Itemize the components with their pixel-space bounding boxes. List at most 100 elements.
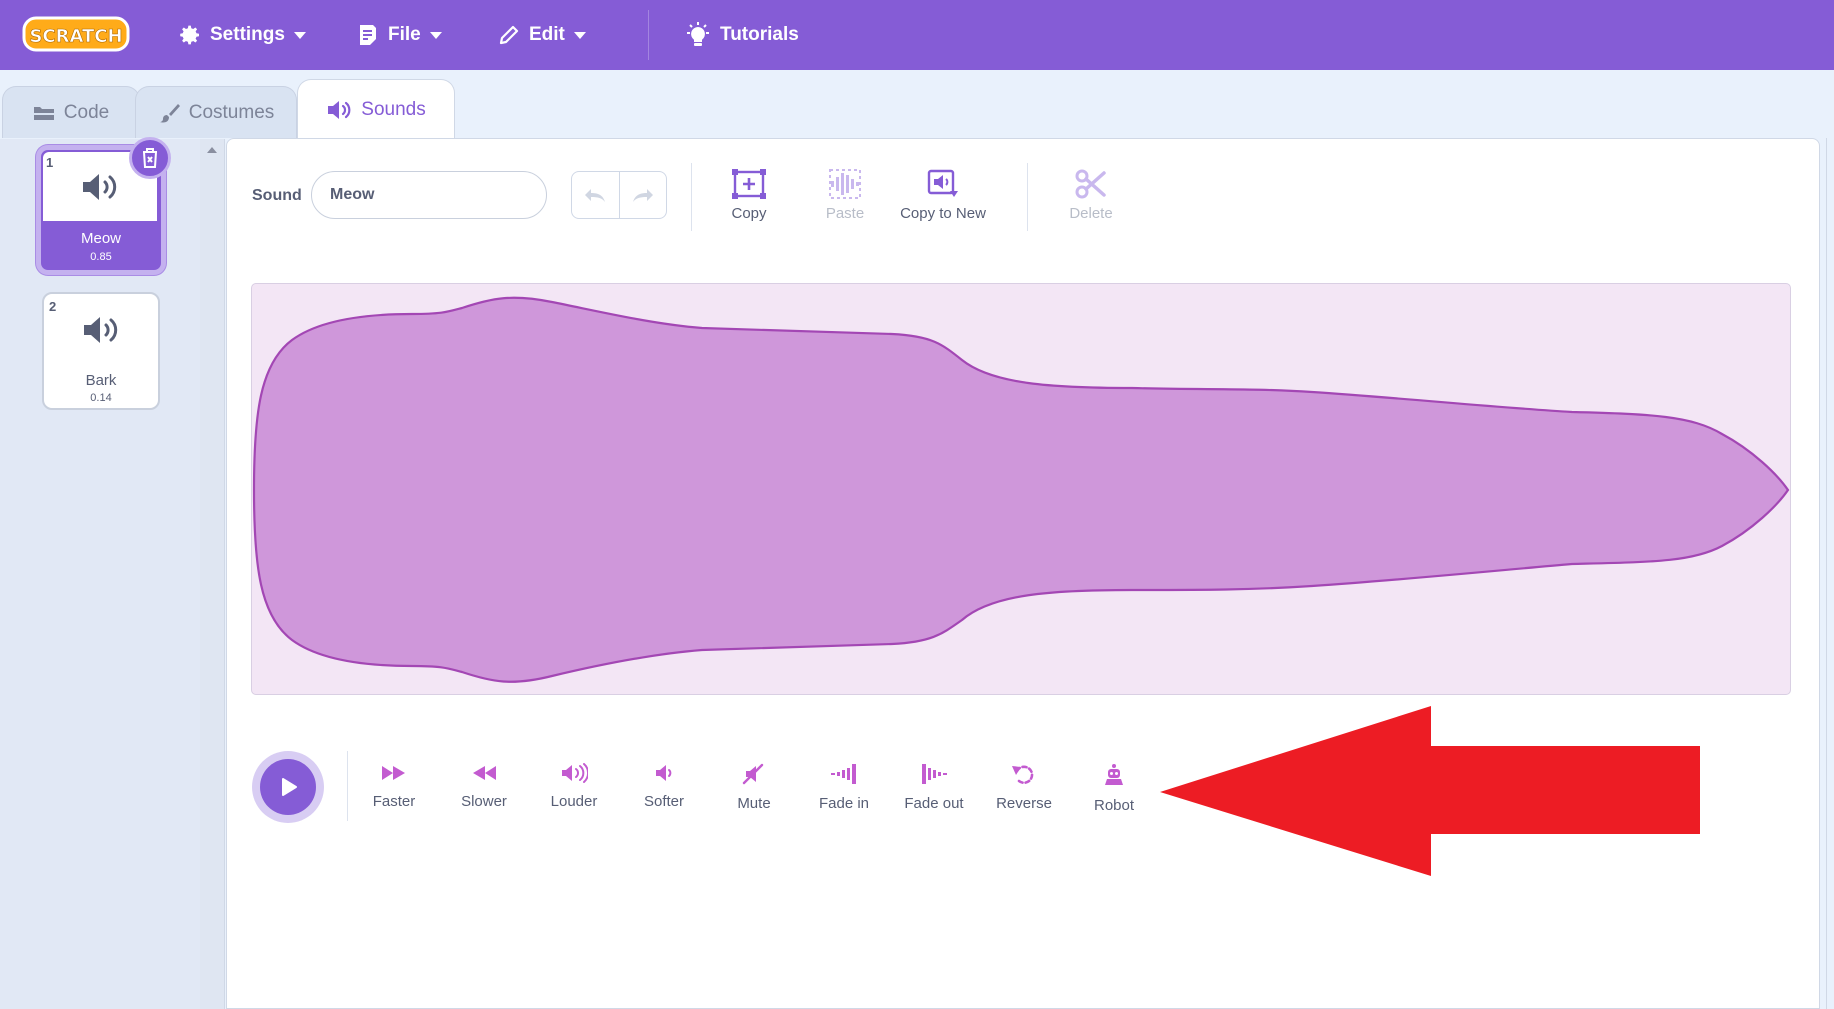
sound-name-label: Sound	[252, 187, 302, 204]
toolbar-divider	[1027, 163, 1028, 231]
effect-robot-button[interactable]: Robot	[1071, 763, 1157, 814]
effect-label: Mute	[737, 795, 771, 812]
sound-list	[0, 139, 200, 1009]
reverse-icon	[1012, 765, 1034, 785]
sound-list-scrollbar[interactable]	[200, 139, 225, 1009]
caret-down-icon	[429, 32, 442, 39]
play-button-face	[260, 759, 316, 815]
sound-thumbnail	[44, 294, 158, 366]
effect-mute-button[interactable]: Mute	[711, 763, 797, 812]
tab-code[interactable]: Code	[2, 86, 140, 138]
settings-menu[interactable]: Settings	[178, 0, 307, 70]
tab-label: Sounds	[361, 98, 426, 120]
effect-softer-button[interactable]: Softer	[621, 763, 707, 810]
louder-icon	[562, 763, 588, 783]
slower-icon	[473, 766, 496, 780]
effects-divider	[347, 751, 348, 821]
copy-to-new-icon	[927, 169, 958, 197]
menu-divider	[648, 10, 649, 60]
sound-name-input[interactable]	[311, 171, 547, 219]
scroll-up-arrow-icon[interactable]	[207, 147, 217, 153]
file-menu[interactable]: File	[356, 0, 443, 70]
file-label: File	[388, 24, 421, 45]
fade-out-icon	[922, 764, 947, 784]
tutorials-label: Tutorials	[720, 24, 799, 45]
effect-faster-button[interactable]: Faster	[351, 763, 437, 810]
delete-button[interactable]: Delete	[1051, 169, 1131, 222]
settings-label: Settings	[210, 24, 285, 45]
copy-icon	[732, 169, 766, 199]
paste-button[interactable]: Paste	[803, 169, 887, 222]
effect-fade-out-button[interactable]: Fade out	[891, 763, 977, 812]
svg-text:SCRATCH: SCRATCH	[29, 26, 122, 47]
sound-editor: Sound Copy Paste	[226, 138, 1820, 1009]
sound-number: 2	[49, 299, 57, 314]
redo-icon	[632, 189, 653, 202]
effect-label: Softer	[643, 793, 685, 810]
sound-tile-bark[interactable]: 2 Bark 0.14	[42, 292, 160, 410]
faster-icon	[382, 766, 405, 780]
sound-number: 1	[46, 155, 54, 170]
undo-button[interactable]	[572, 172, 619, 218]
scratch-logo[interactable]: SCRATCH	[22, 14, 130, 54]
annotation-arrow	[1160, 706, 1700, 876]
sound-name: Meow	[80, 230, 121, 247]
delete-label: Delete	[1069, 205, 1113, 222]
edit-menu[interactable]: Edit	[497, 0, 587, 70]
effect-reverse-button[interactable]: Reverse	[981, 763, 1067, 812]
speaker-icon	[84, 317, 118, 343]
copy-button[interactable]: Copy	[707, 169, 791, 222]
play-sound-button[interactable]	[252, 751, 324, 823]
effect-label: Slower	[461, 793, 507, 810]
fade-in-icon	[831, 764, 856, 784]
menu-bar: SCRATCH Settings File Edit Tutorials	[0, 0, 1834, 70]
softer-icon	[656, 765, 672, 781]
toolbar-divider	[691, 163, 692, 231]
trash-icon	[143, 148, 157, 168]
paste-icon	[829, 169, 861, 199]
speaker-icon	[83, 173, 117, 200]
scissors-icon	[1075, 169, 1106, 199]
speaker-icon	[328, 100, 351, 119]
caret-down-icon	[293, 32, 306, 39]
effect-label: Faster	[372, 793, 416, 810]
sound-duration: 0.85	[90, 251, 112, 263]
caret-down-icon	[573, 32, 586, 39]
effect-fade-in-button[interactable]: Fade in	[801, 763, 887, 812]
edit-label: Edit	[529, 24, 565, 45]
effect-label: Louder	[550, 793, 598, 810]
lightbulb-icon	[687, 22, 709, 46]
tab-costumes[interactable]: Costumes	[135, 86, 297, 138]
tutorials-button[interactable]: Tutorials	[684, 0, 799, 70]
effect-label: Robot	[1093, 797, 1135, 814]
undo-redo-group	[571, 171, 667, 219]
delete-sound-button[interactable]	[129, 137, 171, 179]
effect-louder-button[interactable]: Louder	[531, 763, 617, 810]
undo-icon	[585, 189, 606, 202]
sound-duration: 0.14	[90, 392, 112, 404]
code-blocks-icon	[33, 106, 54, 120]
play-icon	[282, 778, 297, 796]
copy-to-new-label: Copy to New	[900, 205, 986, 222]
tab-label: Costumes	[188, 101, 275, 123]
pencil-icon	[499, 25, 519, 45]
sound-waveform[interactable]	[252, 284, 1791, 695]
tab-label: Code	[63, 101, 110, 123]
file-icon	[360, 25, 376, 45]
sound-name: Bark	[85, 372, 117, 389]
tab-sounds[interactable]: Sounds	[297, 79, 455, 139]
effect-label: Fade in	[818, 795, 870, 812]
paintbrush-icon	[159, 103, 180, 122]
effect-label: Reverse	[996, 795, 1052, 812]
right-panel-edge	[1826, 138, 1834, 1009]
copy-label: Copy	[731, 205, 767, 222]
redo-button[interactable]	[618, 172, 667, 218]
robot-icon	[1105, 764, 1123, 785]
paste-label: Paste	[825, 205, 865, 222]
effect-label: Fade out	[904, 795, 964, 812]
waveform-area[interactable]	[251, 283, 1791, 695]
copy-to-new-button[interactable]: Copy to New	[893, 169, 993, 222]
gear-icon	[180, 25, 199, 45]
mute-icon	[742, 763, 764, 785]
effect-slower-button[interactable]: Slower	[441, 763, 527, 810]
